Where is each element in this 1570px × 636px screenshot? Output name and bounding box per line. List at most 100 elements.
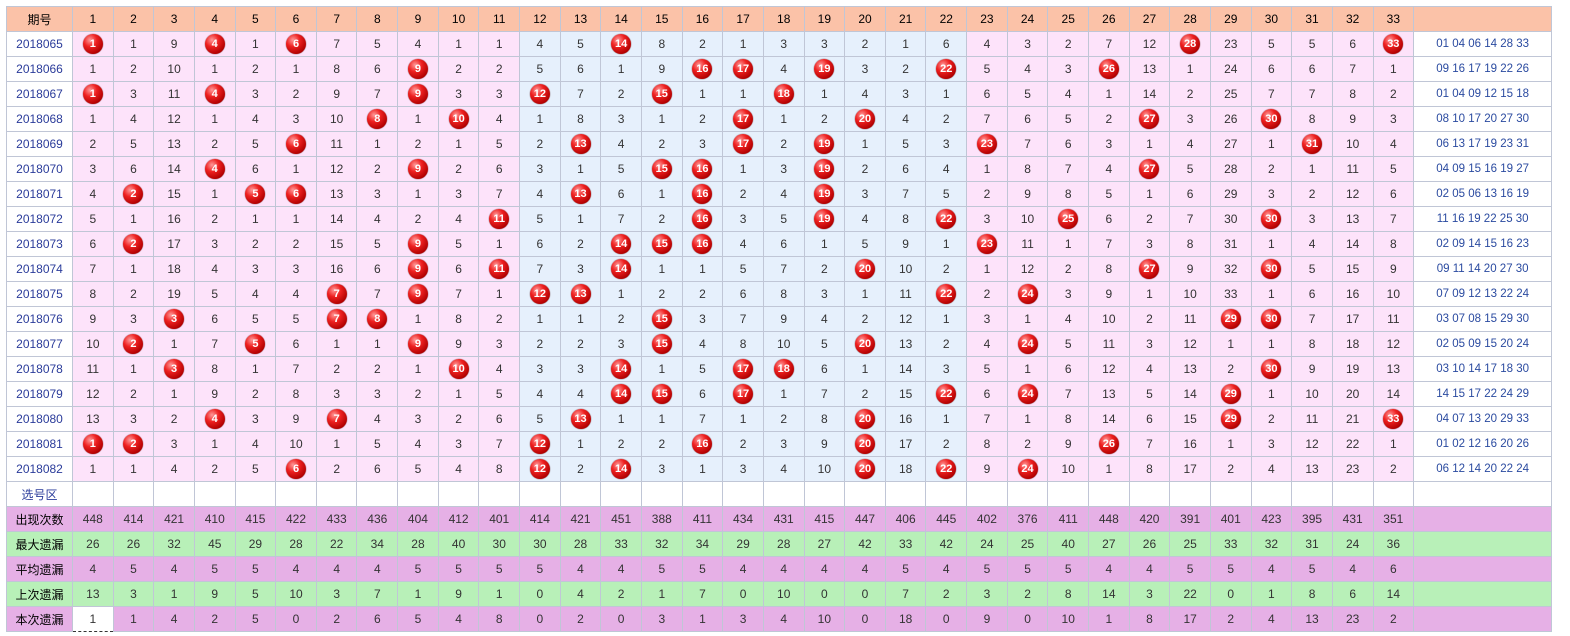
miss-cell[interactable]: 4 bbox=[234, 431, 277, 457]
miss-cell[interactable]: 5 bbox=[1006, 81, 1049, 107]
miss-cell[interactable]: 5 bbox=[1088, 181, 1130, 207]
miss-cell[interactable]: 4 bbox=[519, 381, 561, 407]
miss-cell[interactable]: 2 bbox=[1250, 156, 1293, 182]
miss-cell[interactable]: 2 bbox=[397, 381, 439, 407]
hit-cell[interactable]: 15 bbox=[640, 331, 683, 357]
selection-cell[interactable] bbox=[722, 481, 764, 507]
miss-cell[interactable]: 9 bbox=[966, 456, 1008, 482]
miss-cell[interactable]: 3 bbox=[1128, 231, 1171, 257]
miss-cell[interactable]: 1 bbox=[1088, 456, 1130, 482]
hit-cell[interactable]: 20 bbox=[844, 331, 886, 357]
hit-cell[interactable]: 30 bbox=[1250, 256, 1293, 282]
miss-cell[interactable]: 27 bbox=[1209, 131, 1252, 157]
miss-cell[interactable]: 10 bbox=[762, 331, 805, 357]
miss-cell[interactable]: 1 bbox=[681, 256, 724, 282]
miss-cell[interactable]: 8 bbox=[315, 56, 358, 82]
miss-cell[interactable]: 3 bbox=[884, 81, 927, 107]
miss-cell[interactable]: 12 bbox=[1291, 431, 1333, 457]
miss-cell[interactable]: 4 bbox=[397, 31, 439, 57]
miss-cell[interactable]: 7 bbox=[722, 306, 764, 332]
selection-cell[interactable] bbox=[844, 481, 886, 507]
period-cell[interactable]: 2018077 bbox=[6, 331, 73, 357]
period-cell[interactable]: 2018068 bbox=[6, 106, 73, 132]
miss-cell[interactable]: 3 bbox=[966, 206, 1008, 232]
miss-cell[interactable]: 2 bbox=[153, 406, 195, 432]
hit-cell[interactable]: 20 bbox=[844, 456, 886, 482]
miss-cell[interactable]: 7 bbox=[762, 256, 805, 282]
miss-cell[interactable]: 26 bbox=[1209, 106, 1252, 132]
miss-cell[interactable]: 2 bbox=[762, 131, 805, 157]
miss-cell[interactable]: 1 bbox=[925, 406, 968, 432]
hit-cell[interactable]: 4 bbox=[193, 81, 236, 107]
miss-cell[interactable]: 6 bbox=[437, 256, 480, 282]
miss-cell[interactable]: 6 bbox=[1128, 406, 1171, 432]
miss-cell[interactable]: 7 bbox=[1006, 131, 1049, 157]
miss-cell[interactable]: 1 bbox=[600, 406, 642, 432]
miss-cell[interactable]: 2 bbox=[1047, 31, 1090, 57]
miss-cell[interactable]: 10 bbox=[72, 331, 114, 357]
miss-cell[interactable]: 3 bbox=[437, 181, 480, 207]
miss-cell[interactable]: 2 bbox=[478, 306, 521, 332]
miss-cell[interactable]: 20 bbox=[1331, 381, 1374, 407]
miss-cell[interactable]: 3 bbox=[1291, 206, 1333, 232]
miss-cell[interactable]: 2 bbox=[275, 231, 317, 257]
miss-cell[interactable]: 7 bbox=[1291, 81, 1333, 107]
miss-cell[interactable]: 4 bbox=[762, 456, 805, 482]
miss-cell[interactable]: 9 bbox=[803, 431, 846, 457]
miss-cell[interactable]: 2 bbox=[275, 81, 317, 107]
miss-cell[interactable]: 6 bbox=[681, 381, 724, 407]
miss-cell[interactable]: 2 bbox=[640, 431, 683, 457]
miss-cell[interactable]: 2 bbox=[966, 281, 1008, 307]
miss-cell[interactable]: 4 bbox=[356, 206, 399, 232]
miss-cell[interactable]: 10 bbox=[884, 256, 927, 282]
miss-cell[interactable]: 2 bbox=[437, 156, 480, 182]
miss-cell[interactable]: 5 bbox=[1047, 106, 1090, 132]
miss-cell[interactable]: 4 bbox=[681, 331, 724, 357]
miss-cell[interactable]: 31 bbox=[1209, 231, 1252, 257]
hit-cell[interactable]: 29 bbox=[1209, 381, 1252, 407]
selection-cell[interactable] bbox=[437, 481, 480, 507]
miss-cell[interactable]: 5 bbox=[884, 131, 927, 157]
miss-cell[interactable]: 1 bbox=[275, 206, 317, 232]
miss-cell[interactable]: 8 bbox=[1088, 256, 1130, 282]
hit-cell[interactable]: 1 bbox=[72, 81, 114, 107]
miss-cell[interactable]: 2 bbox=[803, 106, 846, 132]
miss-cell[interactable]: 1 bbox=[1209, 431, 1252, 457]
miss-cell[interactable]: 1 bbox=[925, 81, 968, 107]
miss-cell[interactable]: 1 bbox=[1006, 406, 1049, 432]
miss-cell[interactable]: 2 bbox=[640, 131, 683, 157]
miss-cell[interactable]: 3 bbox=[519, 356, 561, 382]
hit-cell[interactable]: 1 bbox=[72, 431, 114, 457]
hit-cell[interactable]: 22 bbox=[925, 281, 968, 307]
selection-cell[interactable] bbox=[153, 481, 195, 507]
miss-cell[interactable]: 12 bbox=[884, 306, 927, 332]
miss-cell[interactable]: 1 bbox=[234, 206, 277, 232]
miss-cell[interactable]: 1 bbox=[478, 231, 521, 257]
miss-cell[interactable]: 7 bbox=[437, 281, 480, 307]
miss-cell[interactable]: 4 bbox=[966, 31, 1008, 57]
hit-cell[interactable]: 15 bbox=[640, 306, 683, 332]
miss-cell[interactable]: 9 bbox=[640, 56, 683, 82]
selection-cell[interactable] bbox=[1047, 481, 1090, 507]
hit-cell[interactable]: 8 bbox=[356, 306, 399, 332]
miss-cell[interactable]: 2 bbox=[803, 256, 846, 282]
hit-cell[interactable]: 6 bbox=[275, 181, 317, 207]
period-cell[interactable]: 2018067 bbox=[6, 81, 73, 107]
miss-cell[interactable]: 14 bbox=[884, 356, 927, 382]
hit-cell[interactable]: 20 bbox=[844, 431, 886, 457]
hit-cell[interactable]: 2 bbox=[112, 331, 155, 357]
miss-cell[interactable]: 6 bbox=[1372, 181, 1415, 207]
miss-cell[interactable]: 13 bbox=[1291, 456, 1333, 482]
miss-cell[interactable]: 2 bbox=[1088, 106, 1130, 132]
miss-cell[interactable]: 2 bbox=[1006, 431, 1049, 457]
miss-cell[interactable]: 2 bbox=[1291, 181, 1333, 207]
miss-cell[interactable]: 1 bbox=[559, 206, 602, 232]
miss-cell[interactable]: 9 bbox=[1372, 256, 1415, 282]
miss-cell[interactable]: 4 bbox=[519, 181, 561, 207]
miss-cell[interactable]: 3 bbox=[478, 331, 521, 357]
miss-cell[interactable]: 7 bbox=[1331, 56, 1374, 82]
miss-cell[interactable]: 2 bbox=[72, 131, 114, 157]
miss-cell[interactable]: 3 bbox=[640, 456, 683, 482]
miss-cell[interactable]: 8 bbox=[559, 106, 602, 132]
miss-cell[interactable]: 4 bbox=[600, 131, 642, 157]
